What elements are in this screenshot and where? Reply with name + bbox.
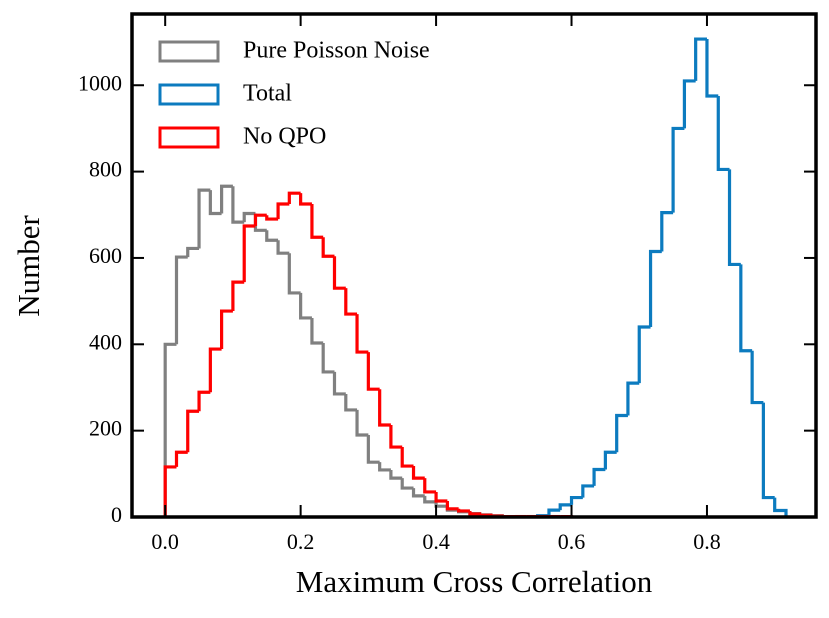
y-axis-label: Number [11, 215, 46, 317]
histogram-bin [197, 188, 211, 249]
histogram-bin [705, 39, 719, 98]
histogram-bin [287, 191, 301, 204]
histogram-bin [355, 314, 369, 354]
legend-swatch [158, 83, 220, 106]
histogram-bin [186, 246, 200, 258]
histogram-bin [219, 184, 233, 214]
y-tick-label: 0 [111, 502, 122, 527]
histogram-bin [434, 491, 448, 503]
histogram-bin [344, 288, 358, 316]
histogram-bin [423, 478, 437, 494]
x-tick-label: 0.6 [558, 529, 586, 554]
histogram-bin [750, 350, 764, 405]
x-axis-label: Maximum Cross Correlation [296, 564, 653, 599]
histogram-bin [186, 409, 200, 453]
histogram-bin [310, 203, 324, 239]
histogram-bin [197, 390, 211, 412]
histogram-bin [603, 450, 617, 470]
histogram-bin [299, 292, 312, 320]
histogram-bin [242, 211, 256, 223]
histogram-bin [344, 393, 358, 412]
histogram-bin [773, 497, 788, 517]
histogram-bin [231, 280, 245, 312]
histogram-bin [208, 347, 222, 393]
histogram-bin [366, 352, 380, 391]
histogram-bin [468, 510, 482, 516]
histogram-bin [411, 488, 425, 498]
histogram-bin [378, 389, 391, 427]
histogram-bin [389, 425, 403, 449]
histogram-bin [163, 465, 177, 517]
histogram-bin [581, 484, 595, 498]
histogram-bin [400, 478, 414, 490]
legend-label: Pure Poisson Noise [243, 38, 430, 64]
histogram-bin [355, 409, 369, 437]
histogram-bin [682, 79, 696, 129]
histogram-bin [265, 230, 279, 242]
x-tick-label: 0.2 [287, 529, 315, 554]
y-tick-label: 400 [89, 329, 122, 354]
histogram-bin [276, 202, 290, 220]
histogram-bin [321, 237, 335, 258]
histogram-bin [592, 467, 606, 486]
histogram-bin [276, 240, 290, 255]
histogram-bin [242, 224, 256, 283]
histogram-bin [253, 213, 267, 226]
histogram-bin [174, 450, 188, 467]
histogram-bin [445, 501, 459, 511]
histogram-bin [716, 96, 730, 172]
histogram-bin [457, 508, 470, 513]
histogram-bin [287, 253, 301, 295]
histogram-bin [660, 211, 674, 252]
histogram-bin [671, 126, 685, 213]
histogram-bin [174, 255, 188, 345]
histogram-bin [231, 186, 245, 224]
histogram-bin [310, 317, 324, 345]
histogram-bin [400, 447, 414, 468]
histogram-bin [569, 495, 583, 505]
legend-label: Total [243, 81, 292, 107]
histogram-bin [265, 215, 279, 221]
histogram-bin [378, 462, 391, 472]
histogram-bin [479, 513, 493, 517]
legend-label: No QPO [243, 124, 326, 150]
x-tick-label: 0.4 [422, 529, 450, 554]
histogram-bin [299, 193, 312, 206]
legend-swatch [158, 126, 220, 149]
histogram-bin [366, 434, 380, 464]
histogram-bin [219, 309, 233, 350]
y-tick-label: 1000 [78, 70, 122, 95]
histogram-bin [694, 37, 707, 81]
x-tick-label: 0.8 [693, 529, 721, 554]
histogram-bin [423, 495, 437, 504]
histogram-bin [739, 264, 753, 353]
histogram-bin [637, 325, 651, 384]
histogram-bin [558, 503, 572, 511]
histogram-bin [761, 402, 775, 500]
histogram-bin [615, 413, 628, 453]
legend-swatch [158, 40, 220, 63]
y-tick-label: 200 [89, 416, 122, 441]
histogram-bin [332, 371, 346, 396]
histogram-bin [332, 256, 346, 290]
histogram-bin [321, 343, 335, 374]
histogram-bin [208, 190, 222, 216]
histogram-bin [411, 466, 425, 480]
y-tick-label: 600 [89, 243, 122, 268]
histogram-bin [648, 249, 662, 328]
histogram-bin [547, 508, 561, 516]
histogram-bin [389, 469, 403, 480]
plot-frame [130, 12, 818, 519]
histogram-bin [163, 342, 177, 517]
y-tick-label: 800 [89, 157, 122, 182]
histogram-bin [626, 381, 640, 416]
histogram-bin [727, 169, 741, 267]
x-tick-label: 0.0 [151, 529, 179, 554]
